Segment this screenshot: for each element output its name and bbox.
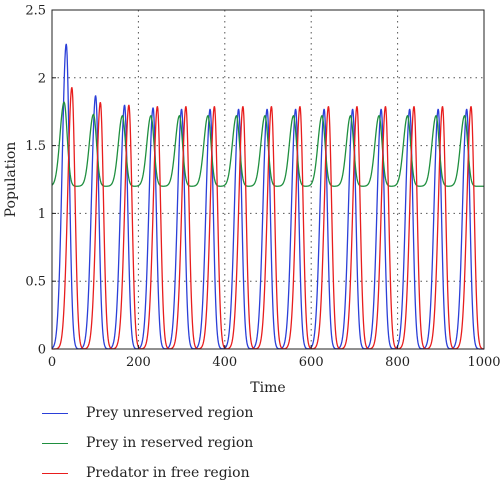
x-axis-title: Time: [250, 380, 285, 396]
series-lines: [51, 43, 485, 350]
y-tick-label: 0.5: [25, 275, 46, 290]
y-tick-label: 2.5: [25, 4, 46, 19]
y-tick-label: 2: [38, 71, 46, 86]
legend-label: Prey in reserved region: [86, 435, 254, 451]
legend-item: Predator in free region: [42, 460, 253, 486]
legend-item: Prey unreserved region: [42, 400, 253, 426]
legend-label: Predator in free region: [86, 465, 250, 481]
legend: Prey unreserved region Prey in reserved …: [42, 400, 253, 490]
x-tick-label: 800: [385, 355, 410, 370]
axis-ticks: 0 200 400 600 800 1000 0 0.5 1 1.5 2 2.5: [25, 4, 500, 371]
population-chart: 0 200 400 600 800 1000 0 0.5 1 1.5 2 2.5 Time Popul…: [3, 4, 500, 397]
legend-swatch: [42, 442, 68, 444]
y-tick-label: 0: [38, 343, 46, 358]
y-tick-label: 1.5: [25, 139, 46, 154]
x-tick-label: 200: [126, 355, 151, 370]
plot-frame: [51, 9, 485, 350]
legend-swatch: [42, 412, 68, 414]
legend-label: Prey unreserved region: [86, 405, 254, 421]
legend-item: Prey in reserved region: [42, 430, 253, 456]
y-tick-label: 1: [38, 207, 46, 222]
legend-swatch: [42, 472, 68, 474]
y-axis-title: Population: [3, 142, 19, 218]
series-line-3: [52, 87, 485, 350]
x-tick-label: 600: [299, 355, 324, 370]
series-line-2: [51, 101, 484, 187]
x-tick-label: 1000: [467, 355, 500, 370]
x-tick-label: 400: [212, 355, 237, 370]
x-tick-label: 0: [48, 355, 56, 370]
